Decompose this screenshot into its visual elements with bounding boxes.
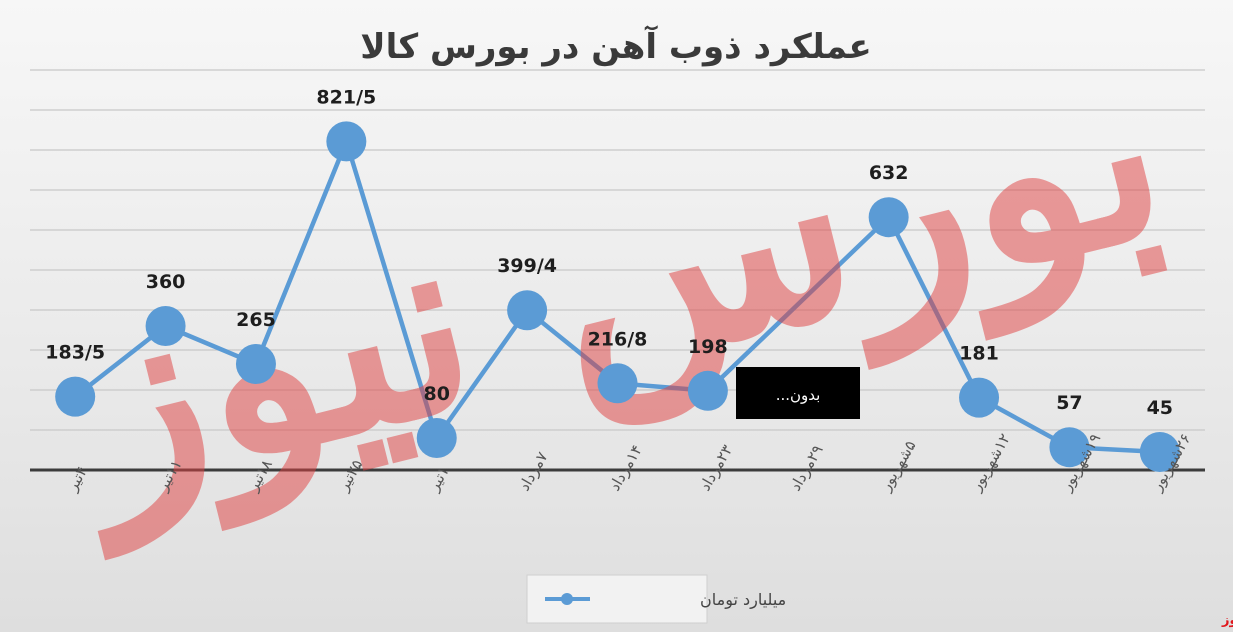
data-label: 80 bbox=[424, 383, 450, 405]
series-line-segment bbox=[344, 139, 439, 441]
series-line-segment bbox=[886, 214, 982, 400]
data-label: 183/5 bbox=[45, 342, 105, 364]
data-label: 181 bbox=[959, 343, 999, 365]
data-point bbox=[1139, 432, 1180, 472]
data-label: 632 bbox=[869, 162, 909, 184]
data-point bbox=[55, 376, 96, 417]
x-tick-label: ۲۹مرداد bbox=[786, 442, 827, 494]
data-label: 265 bbox=[236, 309, 276, 331]
series-line-segment bbox=[253, 139, 349, 367]
data-label: 216/8 bbox=[588, 328, 648, 350]
data-point bbox=[687, 370, 728, 411]
data-label: 821/5 bbox=[316, 86, 376, 108]
x-tick-label: ۲۳مرداد bbox=[696, 442, 737, 494]
data-point bbox=[145, 306, 186, 346]
legend[interactable]: میلیارد تومان bbox=[526, 574, 786, 624]
data-labels: 183/5 360 265 821/5 80 399/4 216/8 198 632 181 57 4… bbox=[45, 86, 1173, 419]
data-point bbox=[959, 377, 1000, 418]
series-line-segment bbox=[434, 307, 530, 441]
annotation-box: بدون... bbox=[736, 367, 860, 419]
brand-logo: بورس نیوز bbox=[1221, 613, 1233, 628]
data-point bbox=[326, 121, 367, 162]
x-tick-label: ۵شهریور bbox=[876, 437, 920, 494]
annotation-text: بدون... bbox=[776, 386, 821, 404]
data-point bbox=[507, 290, 548, 331]
data-point bbox=[1049, 427, 1090, 468]
series-line-segment bbox=[705, 214, 891, 394]
legend-label: میلیارد تومان bbox=[700, 590, 786, 610]
data-point bbox=[868, 197, 909, 238]
chart-title: عملکرد ذوب آهن در بورس کالا bbox=[360, 25, 871, 67]
legend-marker-icon bbox=[561, 593, 573, 605]
x-tick-label: ۴تیر bbox=[63, 463, 92, 495]
data-points bbox=[55, 121, 1180, 472]
x-tick-label: ۱۴مرداد bbox=[605, 442, 646, 494]
gridlines bbox=[30, 69, 1205, 472]
data-label: 360 bbox=[146, 271, 186, 293]
x-tick-label: ۱۲شهریور bbox=[966, 430, 1014, 494]
data-point bbox=[416, 418, 457, 458]
data-label: 45 bbox=[1147, 397, 1173, 419]
data-point bbox=[597, 363, 638, 404]
data-label: 57 bbox=[1056, 392, 1082, 414]
data-label: 399/4 bbox=[497, 255, 557, 277]
annotation-background bbox=[736, 367, 860, 419]
data-label: 198 bbox=[688, 336, 728, 358]
data-point bbox=[235, 344, 276, 384]
